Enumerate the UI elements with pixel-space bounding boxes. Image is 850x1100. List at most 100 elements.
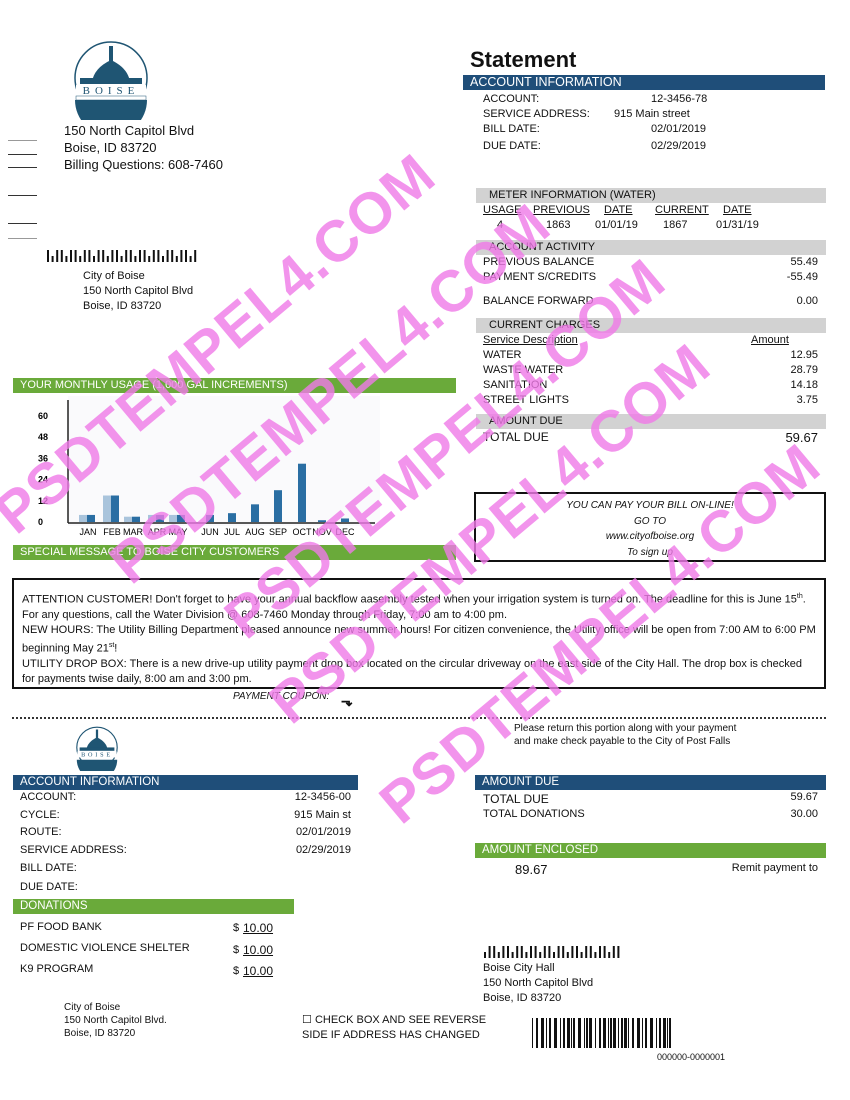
coupon-row-value: 02/29/2019	[295, 844, 351, 856]
header-address-1: 150 North Capitol Blvd	[64, 123, 195, 138]
pay-online-box: YOU CAN PAY YOUR BILL ON-LINE! GO TO www…	[474, 492, 826, 562]
mailing-line-1: City of Boise	[83, 270, 145, 282]
donation-food-bank-amount[interactable]: 10.00	[243, 921, 274, 935]
meter-usage: 4	[497, 219, 504, 231]
x-tick-label: DEC	[335, 527, 355, 537]
svg-text:BOISE: BOISE	[83, 85, 140, 97]
from-address-2: 150 North Capitol Blvd.	[64, 1015, 167, 1026]
cut-line	[12, 717, 826, 719]
y-tick-label: 48	[38, 432, 48, 442]
payments-value: -55.49	[786, 271, 818, 283]
message-sup: st	[108, 642, 115, 650]
bar-sep	[274, 490, 282, 522]
boise-logo-small: BOISE	[75, 725, 119, 780]
bar-aug	[251, 504, 259, 522]
y-tick-label: 0	[38, 517, 43, 527]
donation-currency: $	[233, 944, 240, 956]
coupon-row-value: 12-3456-00	[294, 791, 351, 803]
charges-col-description: Service Description	[483, 334, 578, 346]
charge-water-label: WATER	[483, 349, 522, 361]
y-tick-label: 36	[38, 453, 48, 463]
bill-date-label: BILL DATE:	[483, 123, 540, 135]
x-tick-label: FEB	[103, 527, 121, 537]
bar-prior-apr	[148, 514, 156, 522]
charge-lights-value: 3.75	[796, 394, 818, 406]
service-address-value: 915 Main street	[614, 108, 690, 120]
donation-k9-amount[interactable]: 10.00	[243, 964, 274, 978]
previous-balance-label: PREVIOUS BALANCE	[483, 256, 595, 268]
mailing-line-3: Boise, ID 83720	[83, 300, 162, 312]
bar-jan	[87, 514, 95, 522]
coupon-row-value: 02/01/2019	[295, 826, 351, 838]
message-new-hours: NEW HOURS: The Utility Billing Departmen…	[22, 623, 816, 657]
bar-jun	[206, 514, 214, 522]
amount-due-header: AMOUNT DUE	[476, 414, 826, 429]
coupon-row-label: CYCLE:	[20, 809, 60, 821]
balance-forward-value: 0.00	[796, 295, 818, 307]
x-tick-label: AUG	[245, 527, 265, 537]
meter-previous: 1863	[546, 219, 571, 231]
coupon-amount-due-header: AMOUNT DUE	[475, 775, 826, 790]
message-text: ATTENTION CUSTOMER! Don't forget to have…	[22, 593, 797, 606]
bar-mar	[132, 516, 140, 522]
usage-header: YOUR MONTHLY USAGE (1,000 GAL INCREMENTS…	[13, 378, 456, 393]
fold-mark	[8, 195, 37, 196]
donation-food-bank: PF FOOD BANK	[20, 921, 102, 933]
online-url[interactable]: www.cityofboise.org	[605, 531, 695, 542]
header-address-2: Boise, ID 83720	[64, 140, 157, 155]
due-date-value: 02/29/2019	[651, 140, 707, 152]
total-donations-value: 30.00	[790, 808, 818, 820]
message-text: !	[114, 642, 118, 655]
fold-mark	[8, 167, 37, 168]
x-tick-label: SEP	[269, 527, 287, 537]
coupon-account-header: ACCOUNT INFORMATION	[13, 775, 358, 790]
mailing-line-2: 150 North Capitol Blvd	[83, 285, 194, 297]
bar-feb	[111, 495, 119, 522]
bar-nov	[318, 520, 326, 522]
charge-waste-value: 28.79	[790, 364, 818, 376]
message-text: NEW HOURS: The Utility Billing Departmen…	[22, 624, 816, 655]
previous-balance-value: 55.49	[790, 256, 818, 268]
donation-currency: $	[233, 965, 240, 977]
special-message-header: SPECIAL MESSAGE TO BOISE CITY CUSTOMERS	[13, 545, 456, 560]
message-backflow: ATTENTION CUSTOMER! Don't forget to have…	[22, 589, 816, 623]
special-message-box: ATTENTION CUSTOMER! Don't forget to have…	[12, 578, 826, 689]
coupon-row-label: ACCOUNT:	[20, 791, 77, 803]
fold-mark	[8, 140, 37, 141]
donations-header: DONATIONS	[13, 899, 294, 914]
remit-address-3: Boise, ID 83720	[483, 992, 562, 1004]
meter-current-date: 01/31/19	[716, 219, 759, 231]
x-tick-label: JUN	[201, 527, 219, 537]
coupon-row-label: BILL DATE:	[20, 862, 77, 874]
remit-payment-label: Remit payment to	[731, 862, 818, 874]
activity-header: ACCOUNT ACTIVITY	[476, 240, 826, 255]
bar-apr	[156, 514, 164, 522]
x-tick-label: MAY	[169, 527, 188, 537]
y-tick-label: 60	[38, 411, 48, 421]
message-text: . For any questions, call the Water Divi…	[22, 593, 806, 621]
message-sup: th	[796, 593, 803, 600]
postal-barcode	[47, 250, 197, 262]
bar-prior-may	[169, 514, 177, 522]
remit-address-2: 150 North Capitol Blvd	[483, 977, 594, 989]
charge-waste-label: WASTE WATER	[483, 364, 564, 376]
checkbox-label-1: CHECK BOX AND SEE REVERSE	[314, 1014, 487, 1026]
checkbox-icon[interactable]: ☐	[302, 1014, 312, 1026]
x-tick-label: APR	[148, 527, 167, 537]
charges-col-amount: Amount	[751, 334, 789, 346]
meter-previous-date: 01/01/19	[595, 219, 638, 231]
charge-water-value: 12.95	[790, 349, 818, 361]
arrow-down-icon: ⬎	[341, 693, 353, 709]
amount-enclosed-value[interactable]: 89.67	[515, 862, 548, 877]
address-change-checkbox[interactable]: ☐ CHECK BOX AND SEE REVERSE	[302, 1013, 486, 1026]
donation-shelter-amount[interactable]: 10.00	[243, 943, 274, 957]
page-title: Statement	[470, 47, 577, 72]
x-tick-label: MAR	[123, 527, 144, 537]
amount-enclosed-header: AMOUNT ENCLOSED	[475, 843, 826, 858]
coupon-row-label: SERVICE ADDRESS:	[20, 844, 127, 856]
bar-prior-mar	[124, 516, 132, 522]
charge-sanitation-value: 14.18	[790, 379, 818, 391]
return-note-2: and make check payable to the City of Po…	[514, 736, 731, 747]
donation-k9: K9 PROGRAM	[20, 963, 94, 975]
bill-date-value: 02/01/2019	[651, 123, 707, 135]
